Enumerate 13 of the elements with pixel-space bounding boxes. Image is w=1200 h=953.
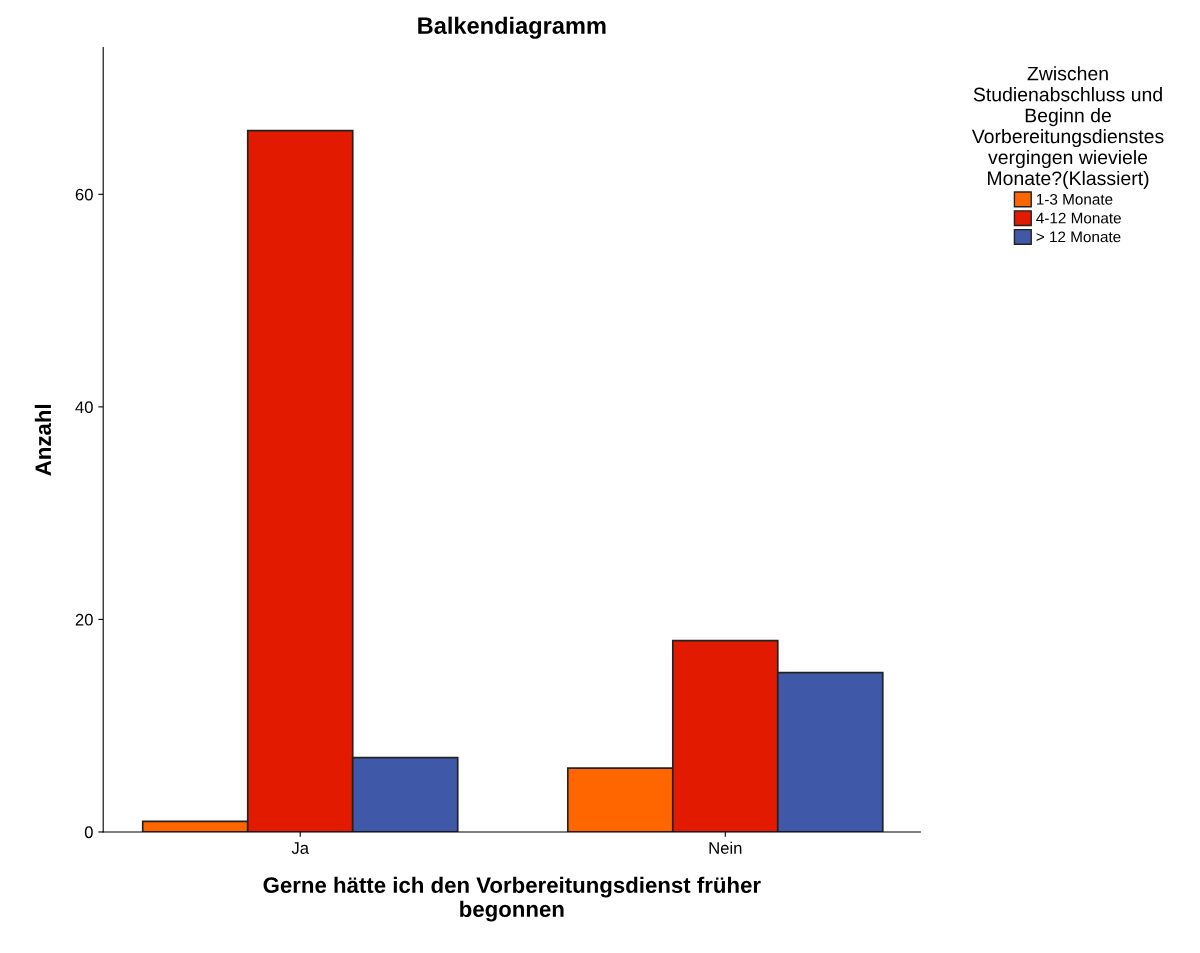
x-tick-label: Ja — [291, 842, 310, 854]
y-axis-title: Anzahl — [34, 404, 52, 476]
chart-title: Balkendiagramm — [418, 16, 606, 39]
x-axis-title: Gerne hätte ich den Vorbereitungsdienst früher begonnen — [263, 876, 761, 922]
y-tick-label: 60 — [75, 188, 93, 201]
legend-title: Zwischen Studienabschluss und Beginn de Vorbereitungsdienstes vergingen wieviele Monate?(Klassiert) — [971, 66, 1164, 189]
y-tick-label: 20 — [75, 613, 93, 626]
y-tick-label: 40 — [75, 401, 93, 414]
legend-label: 4-12 Monate — [1036, 212, 1121, 224]
legend-label: 1-3 Monate — [1036, 193, 1113, 205]
y-tick-label: 0 — [84, 826, 93, 839]
x-tick-label: Nein — [709, 841, 742, 854]
legend-label: > 12 Monate — [1036, 231, 1121, 243]
